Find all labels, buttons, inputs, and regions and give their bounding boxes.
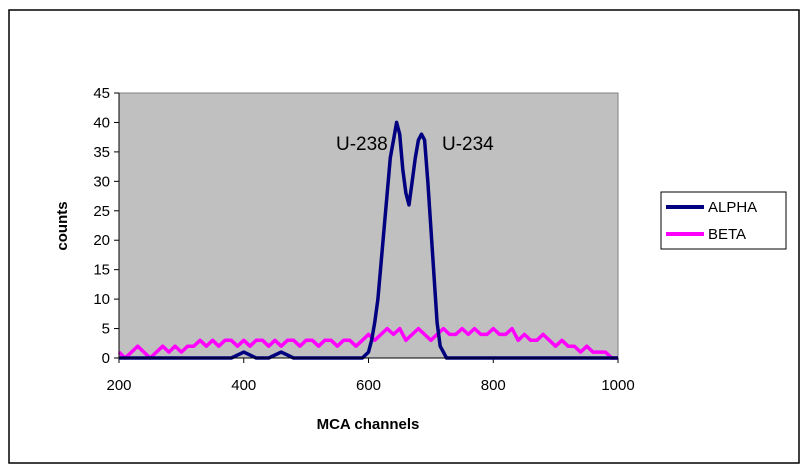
legend-label-alpha: ALPHA <box>708 199 757 216</box>
y-tick-label: 25 <box>93 203 110 220</box>
x-tick-label: 400 <box>231 377 256 394</box>
x-tick-label: 200 <box>106 377 131 394</box>
x-axis-ticks: 200 400 600 800 1000 <box>106 358 635 394</box>
y-axis-title: counts <box>54 201 71 250</box>
y-axis-ticks: 0 5 10 15 20 25 30 35 40 45 <box>93 85 119 367</box>
legend-label-beta: BETA <box>708 226 746 243</box>
y-tick-label: 30 <box>93 173 110 190</box>
annotation-u238: U-238 <box>336 134 388 155</box>
x-tick-label: 800 <box>481 377 506 394</box>
annotation-u234: U-234 <box>442 134 494 155</box>
x-tick-label: 600 <box>356 377 381 394</box>
y-tick-label: 35 <box>93 144 110 161</box>
legend: ALPHA BETA <box>660 191 787 250</box>
plot-area <box>118 92 619 359</box>
y-tick-label: 5 <box>102 321 110 338</box>
legend-box <box>660 191 787 250</box>
y-tick-label: 45 <box>93 85 110 102</box>
y-tick-label: 20 <box>93 232 110 249</box>
y-tick-label: 40 <box>93 114 110 131</box>
x-axis-title: MCA channels <box>317 416 420 433</box>
y-tick-label: 15 <box>93 262 110 279</box>
series-line-beta <box>117 326 618 360</box>
y-tick-label: 10 <box>93 291 110 308</box>
y-tick-label: 0 <box>102 350 110 367</box>
x-tick-label: 1000 <box>601 377 634 394</box>
